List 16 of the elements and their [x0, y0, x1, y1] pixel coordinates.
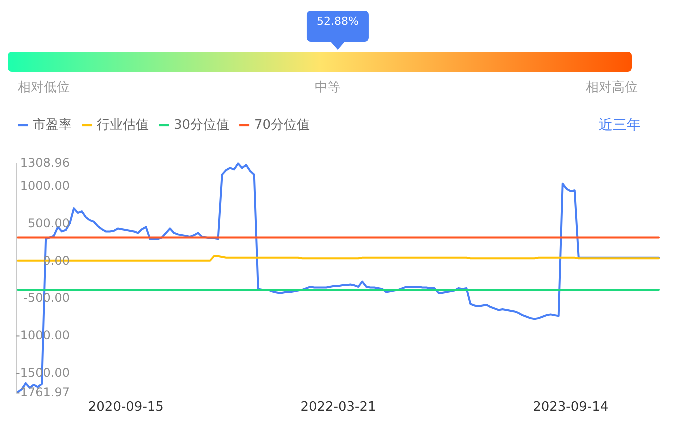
text: 近三年: [599, 116, 641, 133]
x-tick-label: 2020-09-15: [88, 399, 164, 414]
x-tick-label: 2023-09-14: [533, 399, 609, 414]
y-tick-label: 500.00: [28, 216, 70, 230]
y-tick-label: 1308.96: [20, 156, 70, 170]
text: 相对低位: [18, 80, 70, 96]
legend-label: 行业估值: [97, 117, 149, 132]
legend-label: 30分位值: [174, 117, 230, 132]
y-tick-label: -1761.97: [16, 385, 70, 400]
legend-label: 市盈率: [33, 116, 72, 132]
legend-label: 70分位值: [254, 117, 310, 132]
x-tick-label: 2022-03-21: [300, 399, 376, 414]
y-tick-label: 1000.00: [20, 178, 70, 193]
text: 相对高位: [586, 80, 638, 96]
text: 中等: [315, 80, 341, 96]
data-label: 52.88%: [316, 15, 359, 28]
